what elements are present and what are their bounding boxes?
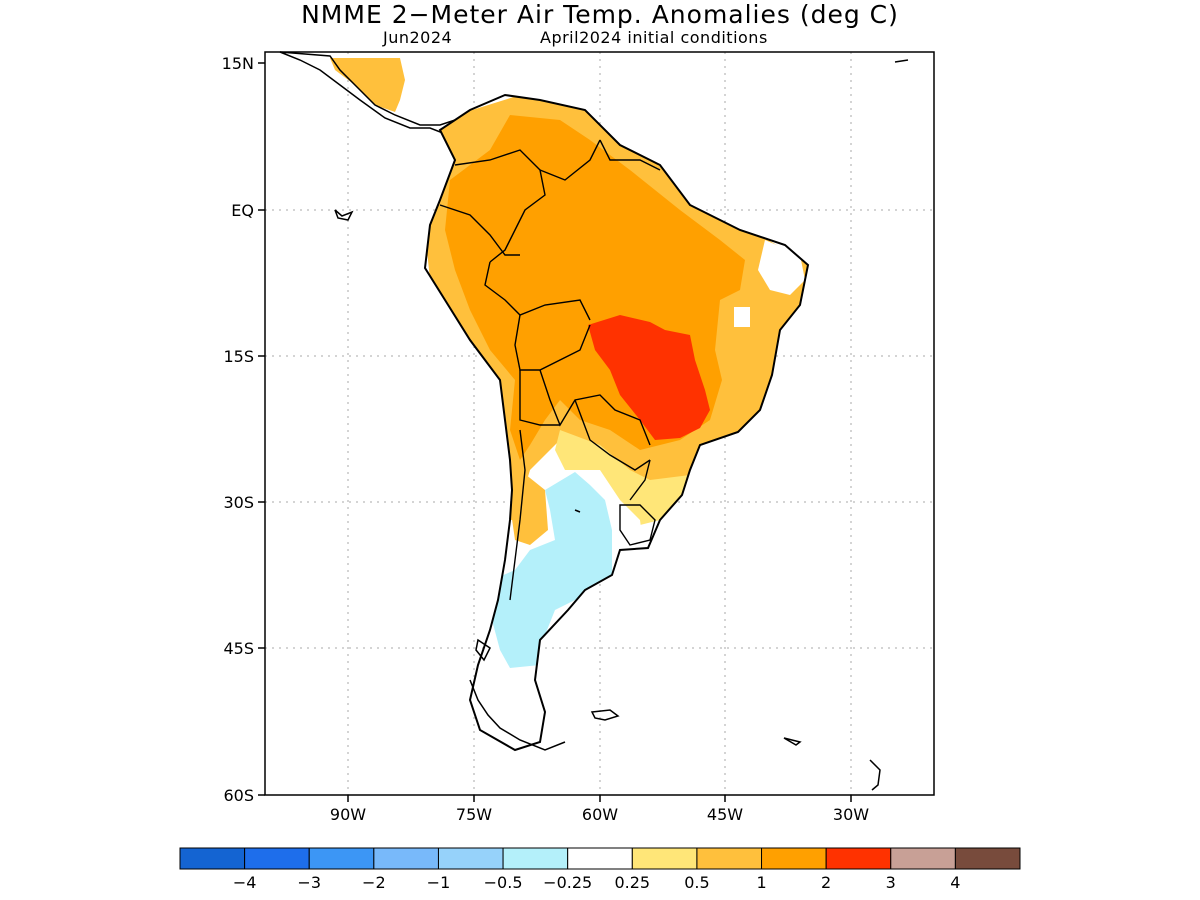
colorbar-swatch [954, 847, 1021, 870]
colorbar-label: −0.25 [543, 873, 592, 892]
lon-label: 30W [833, 805, 869, 824]
colorbar-swatch [308, 847, 375, 870]
country-borders [439, 139, 661, 601]
colorbar-swatch [696, 847, 763, 870]
colorbar-label: −3 [297, 873, 321, 892]
initial-conditions: April2024 initial conditions [540, 28, 768, 47]
falklands [590, 709, 620, 721]
lat-label: 15S [223, 347, 254, 366]
map-title: NMME 2−Meter Air Temp. Anomalies (deg C) [301, 0, 899, 29]
colorbar-swatch [631, 847, 698, 870]
lat-label: 45S [223, 639, 254, 658]
colorbar-label: −2 [362, 873, 386, 892]
colorbar-swatch [437, 847, 504, 870]
islands [334, 59, 909, 791]
coastline [423, 93, 810, 752]
valid-month: Jun2024 [383, 28, 453, 47]
colorbar-label: 1 [756, 873, 766, 892]
anomaly-neg-0.25-0.5 [492, 472, 612, 668]
anomaly-2-3 [588, 315, 710, 440]
colorbar-swatch [179, 847, 246, 870]
lon-label: 45W [707, 805, 743, 824]
colorbar-swatch [761, 847, 827, 870]
lon-label: 90W [330, 805, 366, 824]
lon-label: 75W [456, 805, 492, 824]
lat-label: 30S [223, 493, 254, 512]
colorbar-swatch [502, 847, 569, 870]
longitude-labels: 90W 75W 60W 45W 30W [330, 805, 869, 824]
colorbar-label: −1 [427, 873, 451, 892]
colorbar: −4 −3 −2 −1 −0.5 −0.25 0.25 0.5 1 2 3 4 [179, 847, 1021, 892]
latitude-labels: 15N EQ 15S 30S 45S 60S [222, 54, 254, 805]
colorbar-swatch [890, 847, 956, 870]
colorbar-label: −0.5 [484, 873, 523, 892]
lat-label: EQ [231, 201, 254, 220]
colorbar-swatch [244, 847, 310, 870]
colorbar-label: 3 [886, 873, 896, 892]
lat-label: 60S [223, 786, 254, 805]
colorbar-label: 0.5 [684, 873, 709, 892]
axis-ticks [258, 62, 852, 802]
colorbar-swatch [373, 847, 439, 870]
colorbar-swatch [567, 847, 633, 870]
lon-label: 60W [582, 805, 618, 824]
colorbar-label: 0.25 [614, 873, 650, 892]
lat-label: 15N [222, 54, 254, 73]
colorbar-label: 4 [950, 873, 960, 892]
colorbar-label: 2 [821, 873, 831, 892]
galapagos [334, 209, 354, 221]
colorbar-label: −4 [233, 873, 257, 892]
colorbar-swatch [825, 847, 892, 870]
